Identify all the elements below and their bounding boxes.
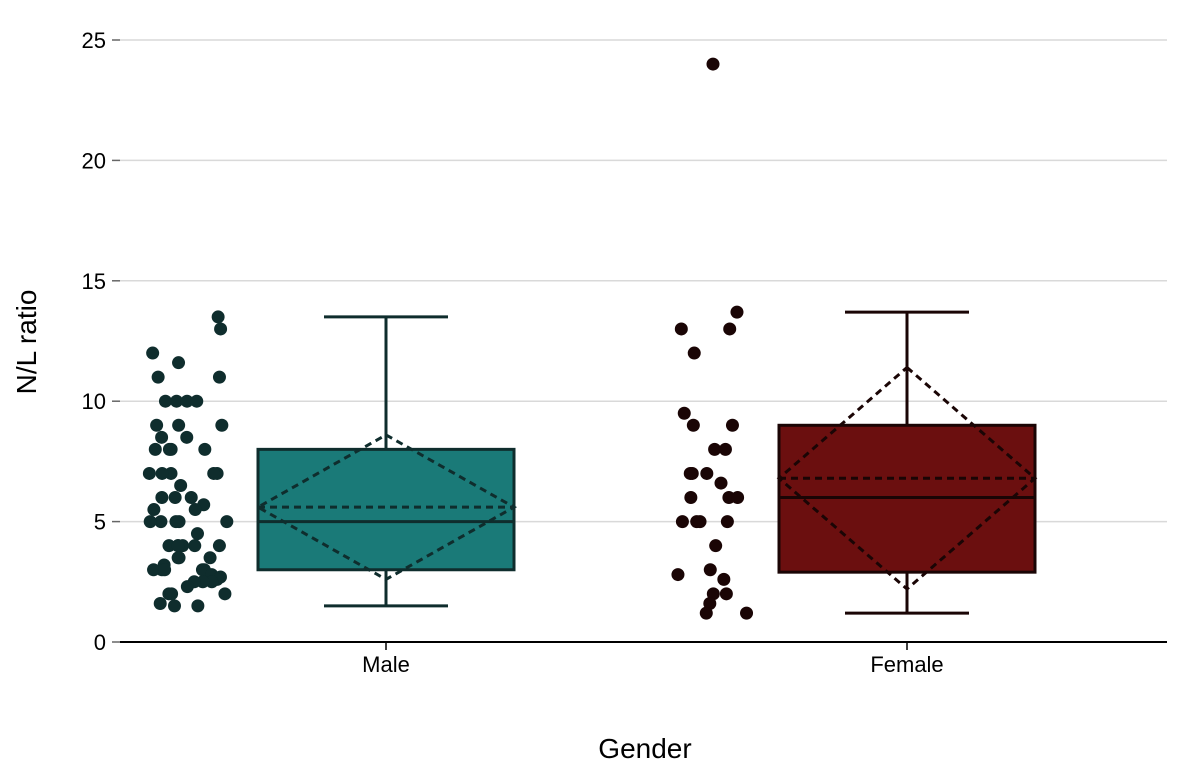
series-male [142,310,518,613]
data-point [214,322,228,336]
data-point [675,515,689,529]
data-point [148,442,162,456]
data-point [167,599,181,613]
data-point [151,370,165,384]
mean-diamond [254,433,518,582]
data-point [165,587,179,601]
data-point [203,551,217,565]
data-point [174,478,188,492]
data-point [180,580,194,594]
data-point [671,568,685,582]
data-point [212,370,226,384]
data-point [717,572,731,586]
data-point [184,491,198,505]
data-point [147,503,161,517]
data-point [180,430,194,444]
data-point [720,515,734,529]
data-point [146,346,160,360]
data-point [211,310,225,324]
data-point [731,491,745,505]
y-tick-label-25: 25 [82,28,106,53]
x-axis-title: Gender [598,733,691,764]
data-point [171,539,185,553]
data-point [164,466,178,480]
data-point [180,394,194,408]
data-point [723,322,737,336]
data-point [172,418,186,432]
data-point [188,503,202,517]
data-point [718,442,732,456]
data-point [212,539,226,553]
data-point [190,527,204,541]
data-point [730,305,744,319]
data-point [207,466,221,480]
data-point [215,418,229,432]
y-tick-label-20: 20 [82,148,106,173]
data-point [158,394,172,408]
y-tick-label-0: 0 [94,630,106,655]
data-point [714,476,728,490]
data-point [153,596,167,610]
mean-diamond [776,365,1038,592]
data-point [168,491,182,505]
data-point [708,442,722,456]
data-point [700,466,714,480]
iqr-box [256,447,516,572]
data-point [162,539,176,553]
y-axis-ticks: 0 5 10 15 20 25 [82,28,120,655]
data-point [683,466,697,480]
y-tick-label-10: 10 [82,389,106,414]
data-point [693,515,707,529]
data-point [172,356,186,370]
data-point [154,515,168,529]
x-axis-labels: Male Female [362,642,944,677]
data-point [205,575,219,589]
data-point [158,563,172,577]
x-tick-label-female: Female [870,652,943,677]
data-point [143,515,157,529]
data-point [218,587,232,601]
data-point [686,418,700,432]
data-point [699,606,713,620]
data-point [703,563,717,577]
data-point [190,394,204,408]
data-point [155,491,169,505]
data-point [687,346,701,360]
data-point [674,322,688,336]
data-point [188,539,202,553]
data-point [147,563,161,577]
data-point [220,515,234,529]
data-point [725,418,739,432]
series-female [671,57,1038,620]
plot-area [142,57,1038,620]
data-point [155,466,169,480]
data-point [171,551,185,565]
data-point [706,57,720,71]
data-point [740,606,754,620]
y-tick-label-15: 15 [82,269,106,294]
data-point [169,515,183,529]
y-axis-title: N/L ratio [11,290,42,395]
data-point [198,442,212,456]
x-tick-label-male: Male [362,652,410,677]
data-point [709,539,723,553]
data-point [155,430,169,444]
data-point [719,587,733,601]
y-tick-label-5: 5 [94,510,106,535]
data-point [164,442,178,456]
data-point [170,394,184,408]
data-point [150,418,164,432]
data-point [684,491,698,505]
data-point [142,466,156,480]
data-point [677,406,691,420]
data-point [191,599,205,613]
